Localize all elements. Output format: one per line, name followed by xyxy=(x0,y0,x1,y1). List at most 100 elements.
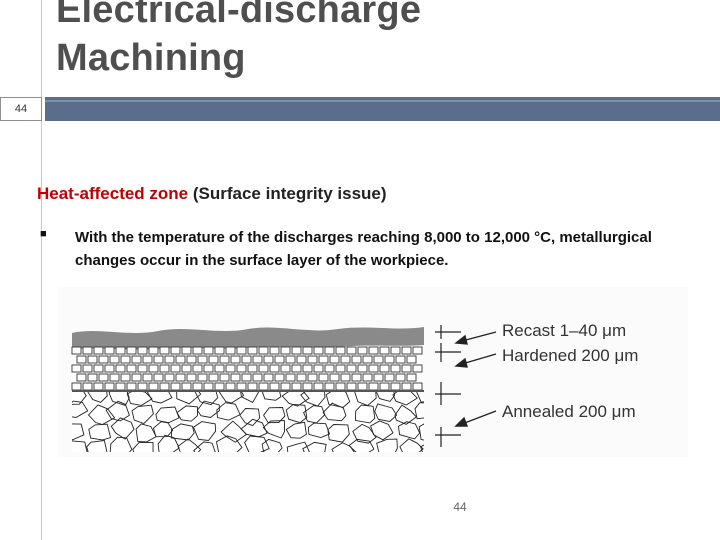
hardened-grain xyxy=(236,364,247,373)
hardened-grain xyxy=(340,355,351,364)
hardened-grain xyxy=(203,364,214,373)
hardened-grain xyxy=(258,382,269,391)
hardened-grain xyxy=(390,346,401,355)
hardened-grain xyxy=(368,382,379,391)
annealed-grain xyxy=(352,423,377,444)
hardened-grain xyxy=(241,355,252,364)
hardened-grain xyxy=(406,355,417,364)
hardened-grain xyxy=(82,346,93,355)
recast-label: Recast 1–40 μm xyxy=(502,321,626,340)
annealed-grain xyxy=(394,404,418,425)
title-bar xyxy=(45,97,720,121)
hardened-grain xyxy=(269,346,280,355)
hardened-grain xyxy=(153,373,164,382)
hardened-grain xyxy=(241,373,252,382)
hardened-grain xyxy=(285,355,296,364)
hardened-grain xyxy=(351,355,362,364)
hardened-grain xyxy=(164,355,175,364)
annealed-label: Annealed 200 μm xyxy=(502,402,636,421)
hardened-grain xyxy=(285,373,296,382)
annealed-grain xyxy=(171,423,195,441)
slide-number-text: 44 xyxy=(14,103,28,115)
hardened-grain xyxy=(280,364,291,373)
hardened-grain xyxy=(126,346,137,355)
hardened-grain xyxy=(208,373,219,382)
hardened-grain xyxy=(329,355,340,364)
hardened-grain xyxy=(384,373,395,382)
hardened-grain xyxy=(335,346,346,355)
hardened-grain xyxy=(164,373,175,382)
hardened-grain xyxy=(307,373,318,382)
slide-title: Electrical-discharge Machining xyxy=(56,0,656,82)
hardened-grain xyxy=(148,364,159,373)
hardened-grain xyxy=(302,346,313,355)
annealed-grain xyxy=(285,421,307,439)
annealed-grain xyxy=(325,392,351,408)
annealed-grain xyxy=(110,417,135,440)
hardened-grain xyxy=(296,355,307,364)
hardened-grain xyxy=(214,364,225,373)
hardened-grain xyxy=(412,364,423,373)
page-number: 44 xyxy=(453,500,467,514)
hardened-grain xyxy=(368,364,379,373)
hardened-grain xyxy=(214,346,225,355)
annealed-grain xyxy=(87,392,108,403)
hardened-grain xyxy=(98,355,109,364)
slide-number-box: 44 xyxy=(0,97,42,121)
hardened-grain xyxy=(412,346,423,355)
hardened-grain xyxy=(280,382,291,391)
hardened-grain xyxy=(373,373,384,382)
hardened-grain xyxy=(401,364,412,373)
annealed-grain xyxy=(220,420,248,443)
hardened-grain xyxy=(71,382,82,391)
annealed-grain xyxy=(354,404,376,424)
annealed-grain xyxy=(192,421,217,441)
annealed-grain xyxy=(374,403,398,422)
hardened-grain xyxy=(230,355,241,364)
hardened-grain xyxy=(159,382,170,391)
bullet-text: With the temperature of the discharges r… xyxy=(75,229,652,269)
hardened-grain xyxy=(98,373,109,382)
hardened-grain xyxy=(395,373,406,382)
annealed-grain xyxy=(261,438,283,452)
hardened-grain xyxy=(126,382,137,391)
annealed-grain xyxy=(307,422,331,438)
hardened-grain xyxy=(93,364,104,373)
hardened-grain xyxy=(71,346,82,355)
hardened-grain xyxy=(274,373,285,382)
hardened-grain xyxy=(269,382,280,391)
hardened-grain xyxy=(225,364,236,373)
annealed-grain xyxy=(327,424,350,443)
bullet-square-icon: ■ xyxy=(40,228,47,240)
annealed-grain xyxy=(420,444,424,452)
hardened-grain xyxy=(335,382,346,391)
heading-rest: (Surface integrity issue) xyxy=(188,184,387,203)
hardened-grain xyxy=(247,382,258,391)
hardened-grain xyxy=(362,355,373,364)
hardened-grain xyxy=(153,355,164,364)
hardened-grain xyxy=(307,355,318,364)
hardened-grain xyxy=(291,382,302,391)
annealed-grain xyxy=(263,407,286,424)
hardened-grain xyxy=(230,373,241,382)
hardened-grain xyxy=(291,364,302,373)
hardened-grain xyxy=(208,355,219,364)
annealed-grain xyxy=(105,400,130,422)
hardened-annealed-boundary xyxy=(72,390,424,392)
hardened-grain xyxy=(181,364,192,373)
hardened-grain xyxy=(120,355,131,364)
annealed-grain xyxy=(261,392,282,401)
hardened-grain xyxy=(263,373,274,382)
hardened-grain xyxy=(313,346,324,355)
annealed-grain xyxy=(398,421,421,440)
hardened-grain xyxy=(379,382,390,391)
hardened-grain xyxy=(368,346,379,355)
hardened-grain xyxy=(219,373,230,382)
left-rule xyxy=(41,0,42,540)
hardened-grain xyxy=(296,373,307,382)
annealed-grain xyxy=(72,423,85,441)
hardened-grain xyxy=(142,355,153,364)
title-bar-highlight xyxy=(45,100,720,102)
hardened-grain xyxy=(159,364,170,373)
